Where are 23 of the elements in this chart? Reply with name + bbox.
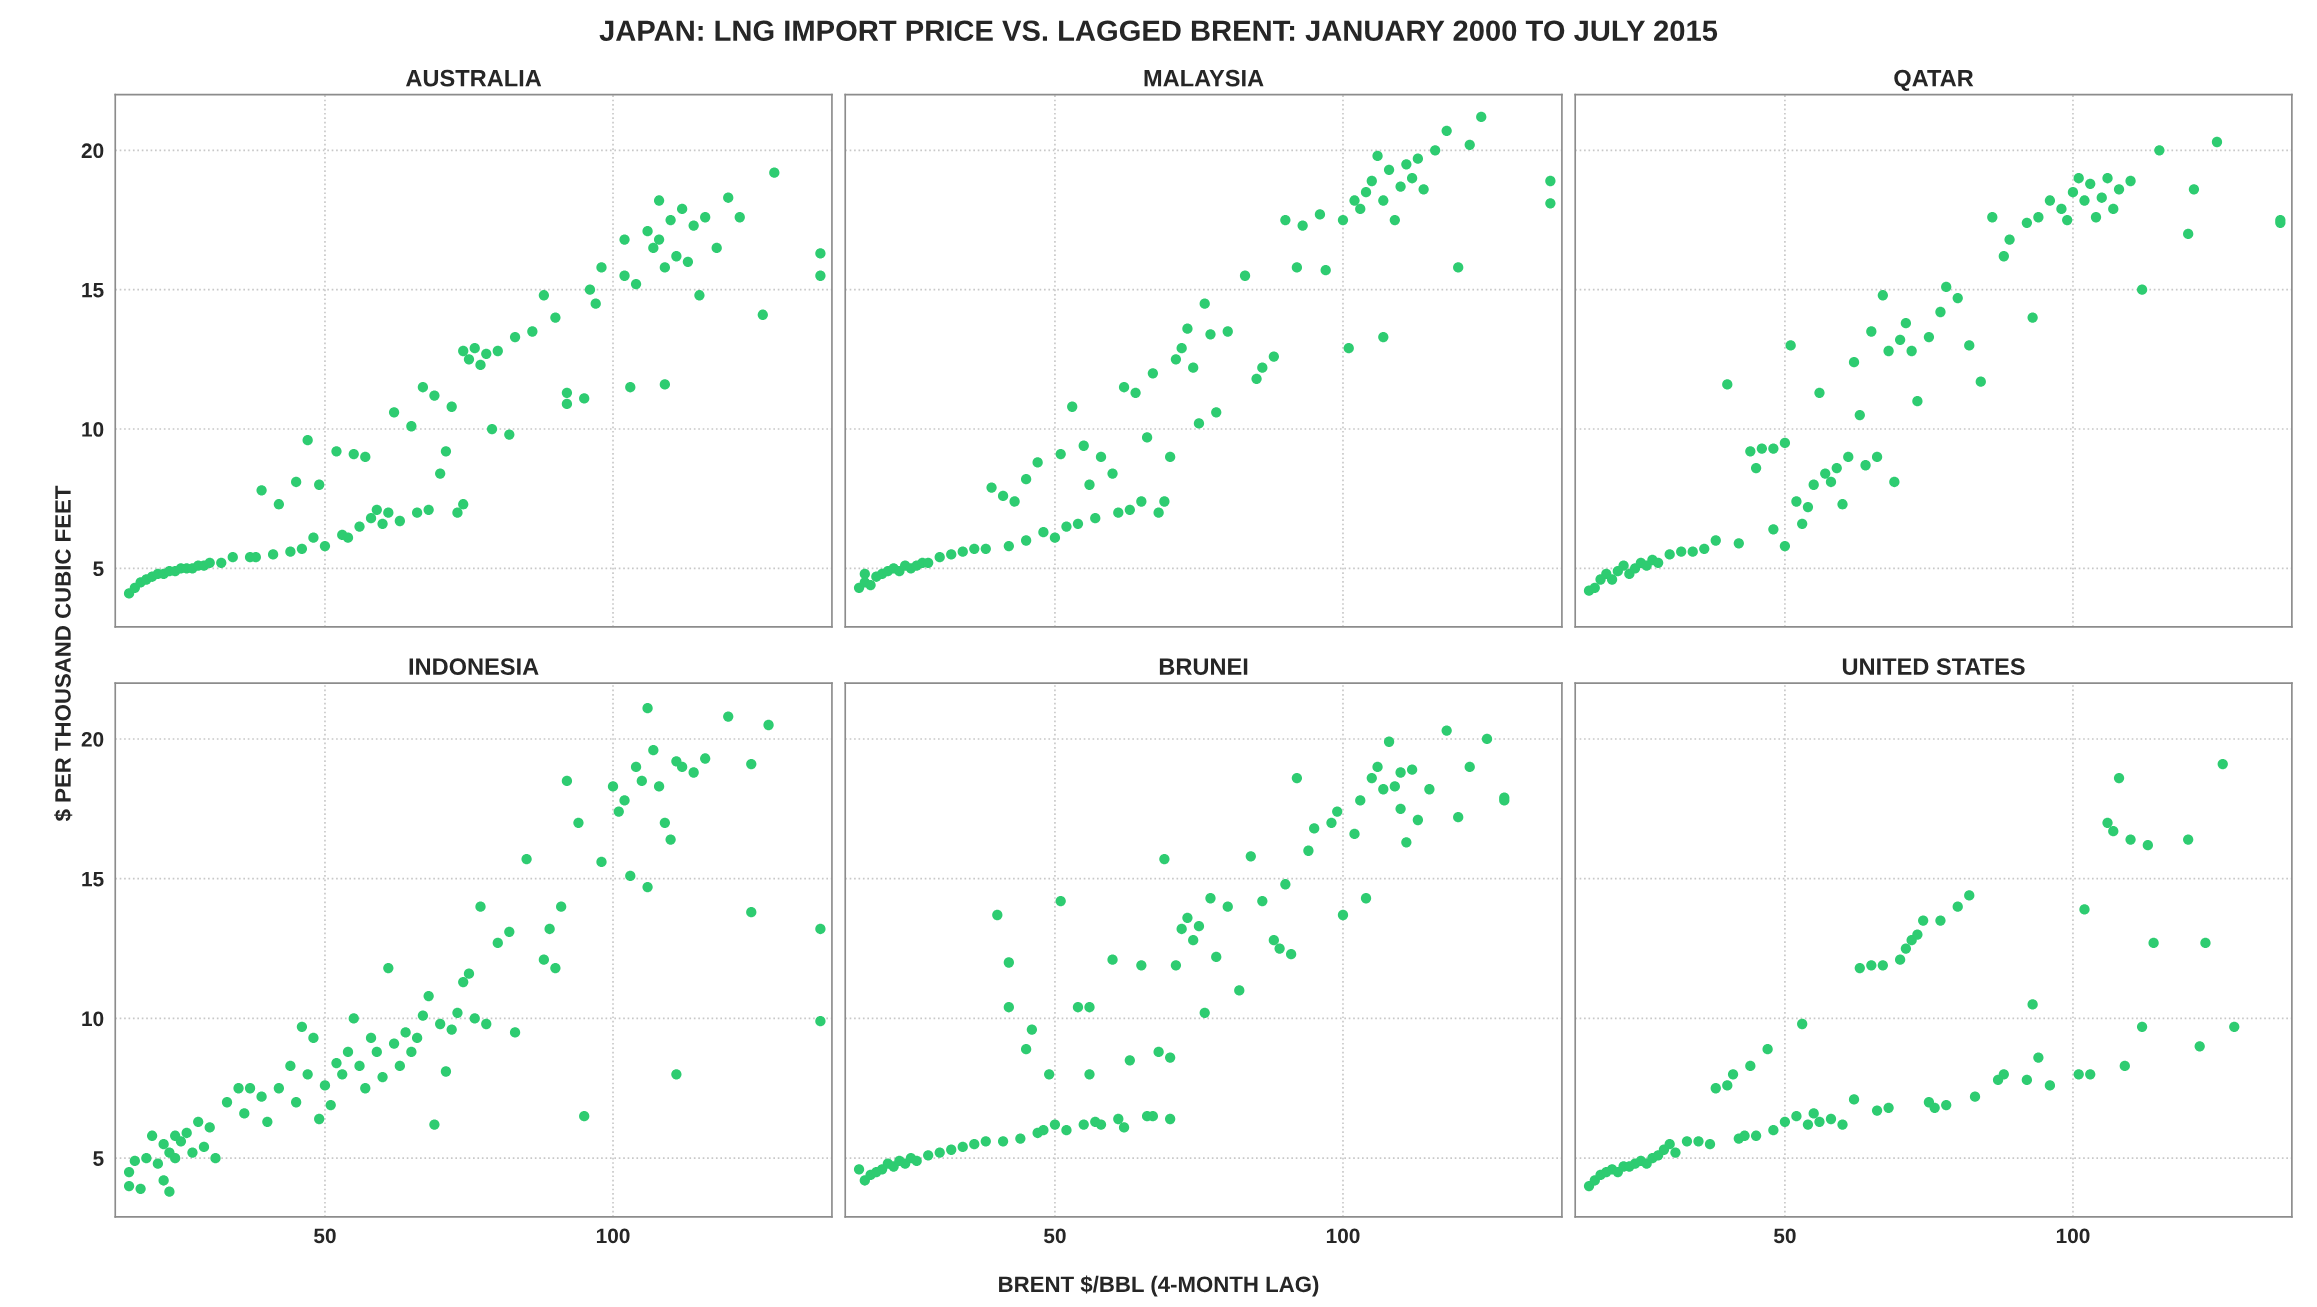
y-tick-label: 10 <box>82 1011 104 1027</box>
y-tick-label: 5 <box>93 1151 104 1166</box>
x-tick-label: 100 <box>2056 1228 2090 1244</box>
chart-title: UNITED STATES <box>1842 658 2025 675</box>
y-tick-label: 5 <box>93 561 104 577</box>
x-tick-label: 50 <box>1773 1228 1796 1244</box>
y-axis-title: $ PER THOUSAND CUBIC FEET <box>54 485 73 822</box>
chart-title: BRUNEI <box>1159 658 1248 675</box>
chart-title: INDONESIA <box>409 658 539 675</box>
chart-title: QATAR <box>1894 69 1974 91</box>
text: JAPAN: LNG IMPORT PRICE VS. LAGGED BRENT: JANUARY 2000 TO JULY 2015 <box>599 20 1718 42</box>
y-tick-label: 10 <box>82 422 104 437</box>
y-tick-label: 15 <box>82 871 104 887</box>
x-tick-label: 100 <box>596 1228 630 1244</box>
x-tick-label: 50 <box>1043 1228 1066 1244</box>
y-tick-label: 15 <box>82 282 104 298</box>
y-tick-label: 20 <box>81 143 104 159</box>
x-tick-label: 100 <box>1326 1228 1360 1244</box>
chart-title: AUSTRALIA <box>405 69 542 87</box>
chart-title: MALAYSIA <box>1144 69 1264 87</box>
x-tick-label: 50 <box>314 1228 336 1244</box>
x-axis-title: BRENT $/BBL (4-MONTH LAG) <box>999 1275 1319 1297</box>
y-tick-label: 20 <box>81 731 104 747</box>
